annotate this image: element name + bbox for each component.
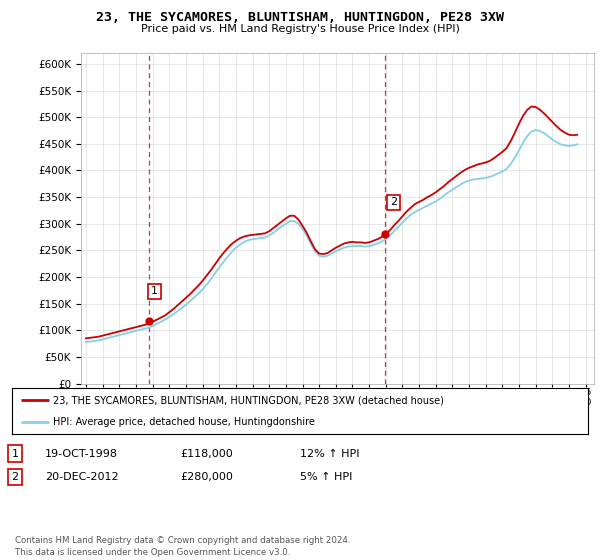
Text: £118,000: £118,000 xyxy=(180,449,233,459)
Text: HPI: Average price, detached house, Huntingdonshire: HPI: Average price, detached house, Hunt… xyxy=(53,417,316,427)
Text: 1: 1 xyxy=(151,286,158,296)
Text: 20-DEC-2012: 20-DEC-2012 xyxy=(45,472,119,482)
Text: £280,000: £280,000 xyxy=(180,472,233,482)
Text: 23, THE SYCAMORES, BLUNTISHAM, HUNTINGDON, PE28 3XW: 23, THE SYCAMORES, BLUNTISHAM, HUNTINGDO… xyxy=(96,11,504,24)
Text: 1: 1 xyxy=(11,449,19,459)
Text: Contains HM Land Registry data © Crown copyright and database right 2024.
This d: Contains HM Land Registry data © Crown c… xyxy=(15,536,350,557)
Text: 2: 2 xyxy=(11,472,19,482)
Text: 19-OCT-1998: 19-OCT-1998 xyxy=(45,449,118,459)
Text: 23, THE SYCAMORES, BLUNTISHAM, HUNTINGDON, PE28 3XW (detached house): 23, THE SYCAMORES, BLUNTISHAM, HUNTINGDO… xyxy=(53,395,445,405)
Text: 12% ↑ HPI: 12% ↑ HPI xyxy=(300,449,359,459)
Text: Price paid vs. HM Land Registry's House Price Index (HPI): Price paid vs. HM Land Registry's House … xyxy=(140,24,460,34)
Text: 5% ↑ HPI: 5% ↑ HPI xyxy=(300,472,352,482)
Text: 2: 2 xyxy=(390,198,397,207)
